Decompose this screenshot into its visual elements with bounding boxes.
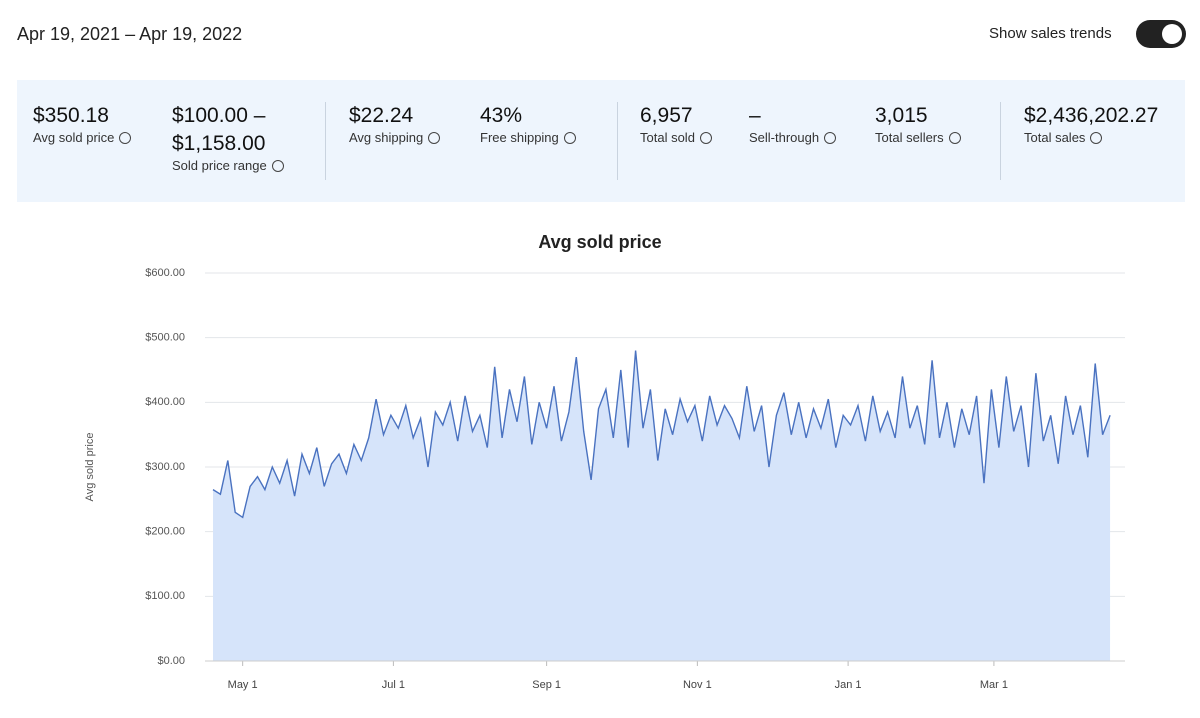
stat: – Sell-through [749, 102, 836, 145]
stat: 43% Free shipping [480, 102, 576, 145]
line [212, 350, 1111, 519]
stat: $22.24 Avg shipping [349, 102, 440, 145]
y-tick-label: $0.00 [157, 655, 185, 667]
x-tick-label: May 1 [228, 679, 258, 691]
stat-label: Sell-through [749, 130, 836, 145]
stat-value: $350.18 [33, 104, 109, 127]
stat-label: Sold price range [172, 158, 307, 173]
stats-panel [17, 80, 1185, 202]
stat: $350.18 Avg sold price [33, 102, 131, 145]
stat-label: Free shipping [480, 130, 576, 145]
stat-value: $22.24 [349, 104, 414, 127]
toggle[interactable] [1136, 20, 1186, 48]
stat: 6,957 Total sold [640, 102, 712, 145]
stat-label: Total sold [640, 130, 712, 145]
stat: $100.00 – $1,158.00 Sold price range [172, 102, 307, 173]
y-tick-label: $600.00 [145, 267, 185, 279]
stat: 3,015 Total sellers [875, 102, 961, 145]
x-tick-label: Jul 1 [382, 679, 405, 691]
y-tick-label: $400.00 [145, 396, 185, 408]
stat-value: 6,957 [640, 104, 693, 127]
stat-value: – [749, 104, 761, 127]
y-axis-label: Avg sold price [84, 433, 96, 502]
x-tick-label: Jan 1 [835, 679, 862, 691]
x-tick-label: Mar 1 [980, 679, 1008, 691]
stat-value: $100.00 – $1,158.00 [172, 104, 266, 155]
toggle-knob [1162, 24, 1182, 44]
y-tick-label: $200.00 [145, 526, 185, 538]
stat-value: 43% [480, 104, 523, 127]
stat: $2,436,202.27 Total sales [1024, 102, 1158, 145]
area [213, 350, 1111, 661]
stat-label: Total sales [1024, 130, 1158, 145]
stat-label: Total sellers [875, 130, 961, 145]
stat-value: 3,015 [875, 104, 928, 127]
toggle-label: Show sales trends [989, 25, 1112, 42]
date-range: Apr 19, 2021 – Apr 19, 2022 [17, 24, 243, 44]
y-tick-label: $100.00 [145, 590, 185, 602]
divider [617, 102, 618, 180]
chart-title: Avg sold price [538, 232, 661, 252]
y-tick-label: $300.00 [145, 461, 185, 473]
divider [1000, 102, 1001, 180]
stat-label: Avg shipping [349, 130, 440, 145]
chart: Avg sold price Avg sold price $0.00 $100.… [84, 232, 1125, 691]
x-tick-label: Sep 1 [532, 679, 561, 691]
y-tick-label: $500.00 [145, 332, 185, 344]
divider [325, 102, 326, 180]
stat-value: $2,436,202.27 [1024, 104, 1159, 127]
stat-label: Avg sold price [33, 130, 131, 145]
x-tick-label: Nov 1 [683, 679, 712, 691]
